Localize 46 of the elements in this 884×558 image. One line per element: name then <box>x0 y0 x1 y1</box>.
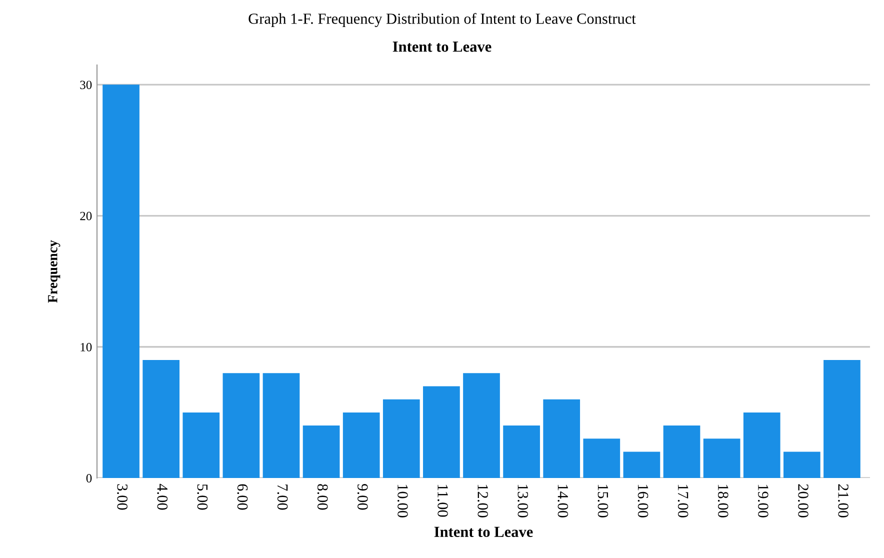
bar <box>583 438 620 478</box>
x-tick-label: 13.00 <box>518 484 528 518</box>
chart-title: Graph 1-F. Frequency Distribution of Intent to Leave Construct <box>248 12 636 28</box>
bar <box>342 412 380 478</box>
x-tick-label: 14.00 <box>558 484 568 518</box>
x-tick-label: 16.00 <box>638 484 648 518</box>
bar <box>182 412 220 478</box>
x-tick-label: 10.00 <box>398 484 408 518</box>
bar <box>382 399 420 478</box>
bar <box>703 438 740 478</box>
x-tick-label: 19.00 <box>758 484 768 518</box>
x-tick-label: 4.00 <box>157 484 168 510</box>
x-axis-title: Intent to Leave <box>434 526 533 538</box>
chart-subtitle: Intent to Leave <box>392 42 492 52</box>
x-tick-label: 6.00 <box>237 484 248 510</box>
y-tick-label: 20 <box>80 212 92 220</box>
bar <box>102 84 140 478</box>
x-tick-label: 21.00 <box>838 484 848 518</box>
x-tick-label: 11.00 <box>438 484 448 517</box>
bar <box>262 373 300 478</box>
x-tick-label: 15.00 <box>598 484 608 518</box>
bar <box>543 399 580 478</box>
bar <box>623 452 660 478</box>
x-tick-label: 17.00 <box>678 484 688 518</box>
bar <box>142 360 180 478</box>
y-tick-label: 30 <box>80 80 92 90</box>
x-tick-label: 18.00 <box>718 484 728 518</box>
bar <box>824 360 860 478</box>
y-axis-title: Frequency <box>48 240 60 303</box>
y-tick-label: 10 <box>80 342 92 352</box>
bar <box>743 412 780 478</box>
x-tick-label: 9.00 <box>357 484 368 510</box>
bar <box>222 373 260 478</box>
bar <box>463 373 500 478</box>
bar <box>302 426 340 478</box>
bar <box>663 426 700 478</box>
x-tick-label: 3.00 <box>117 484 128 510</box>
bar <box>783 452 820 478</box>
bar <box>503 426 540 478</box>
x-tick-label: 8.00 <box>317 484 328 510</box>
x-tick-label: 7.00 <box>277 484 288 510</box>
x-tick-label: 12.00 <box>478 484 488 518</box>
bar <box>423 386 460 478</box>
y-tick-label: 0 <box>86 474 92 482</box>
x-tick-label: 20.00 <box>798 484 808 518</box>
x-tick-label: 5.00 <box>197 484 208 510</box>
